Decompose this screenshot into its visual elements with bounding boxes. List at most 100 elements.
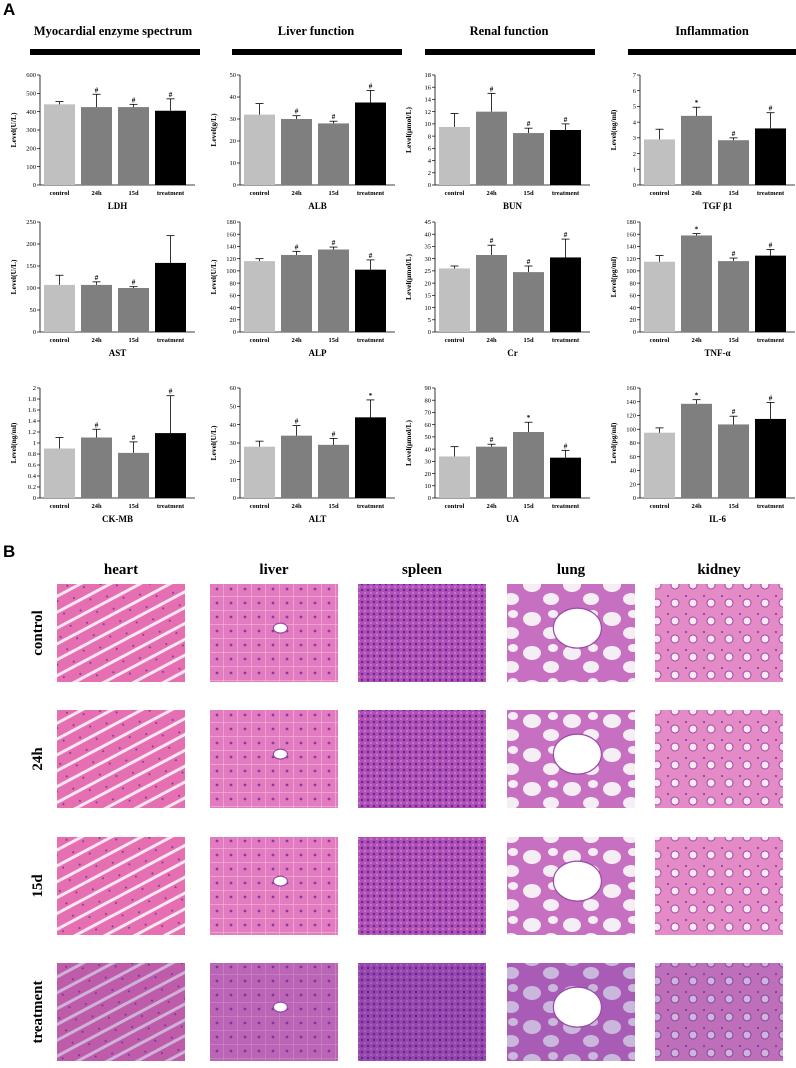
bar-control: [244, 446, 275, 498]
significance-mark: #: [732, 250, 736, 258]
y-tick-label: 30: [425, 459, 432, 466]
y-tick-label: 140: [226, 244, 236, 251]
tissue-texture: [57, 584, 185, 682]
significance-mark: #: [295, 108, 299, 116]
x-axis-label: ALB: [308, 201, 327, 211]
x-axis-label: CK-MB: [102, 514, 133, 524]
y-tick-label: 3: [633, 135, 636, 142]
y-axis-label: Level(μmol/L): [404, 420, 413, 466]
y-tick-label: 400: [26, 109, 36, 116]
row-header-control: control: [30, 610, 46, 656]
column-header-heart: heart: [104, 562, 138, 578]
bar-control: [644, 139, 675, 185]
y-tick-label: 60: [230, 385, 237, 392]
x-tick-label: 15d: [523, 503, 534, 510]
y-tick-label: 4: [428, 158, 432, 165]
y-tick-label: 0: [33, 329, 36, 336]
y-axis-label: Level(U/L): [209, 259, 218, 294]
x-axis-label: BUN: [503, 201, 523, 211]
x-tick-label: 24h: [291, 190, 302, 197]
bar-24h: [281, 255, 312, 332]
vessel-lumen: [272, 748, 288, 760]
y-tick-label: 20: [425, 280, 432, 287]
y-tick-label: 100: [26, 285, 36, 292]
histology-image-heart-15d: [57, 837, 185, 935]
x-tick-label: treatment: [552, 503, 580, 510]
bar-control: [44, 448, 75, 498]
vessel-lumen: [272, 875, 288, 887]
bar-24h: [681, 235, 712, 332]
y-tick-label: 90: [425, 385, 432, 392]
histology-image-lung-24h: [507, 710, 635, 808]
y-tick-label: 300: [26, 127, 36, 134]
y-tick-label: 0: [428, 329, 431, 336]
bar-control: [244, 114, 275, 185]
section-title-myocardial: Myocardial enzyme spectrum: [34, 24, 193, 38]
histology-image-liver-15d: [210, 837, 338, 935]
y-tick-label: 0.6: [28, 462, 37, 469]
y-tick-label: 10: [230, 477, 237, 484]
y-tick-label: 250: [26, 219, 36, 226]
y-tick-label: 45: [425, 219, 432, 226]
significance-mark: #: [527, 120, 531, 128]
significance-mark: #: [490, 237, 494, 245]
y-tick-label: 35: [425, 244, 432, 251]
x-tick-label: control: [50, 337, 70, 344]
y-tick-label: 0: [233, 495, 236, 502]
bar-24h: [681, 403, 712, 498]
x-tick-label: 24h: [91, 190, 102, 197]
y-tick-label: 16: [425, 84, 432, 91]
significance-mark: #: [332, 113, 336, 121]
bar-chart-tnf-: 0 20 40 60 80 100 120 140 160 180 Level(pg/ml) cont…: [609, 219, 795, 358]
x-tick-label: 15d: [728, 503, 739, 510]
y-tick-label: 40: [230, 94, 237, 101]
tissue-texture: [210, 963, 338, 1061]
histology-image-heart-24h: [57, 710, 185, 808]
x-tick-label: 24h: [486, 503, 497, 510]
section-title-renal: Renal function: [470, 24, 549, 38]
x-tick-label: 24h: [486, 337, 497, 344]
bar-15d: [318, 444, 349, 498]
tissue-texture: [210, 837, 338, 935]
x-tick-label: 24h: [91, 503, 102, 510]
x-tick-label: 15d: [523, 337, 534, 344]
vessel-lumen: [272, 1001, 288, 1013]
y-tick-label: 120: [626, 256, 636, 263]
y-tick-label: 600: [26, 72, 36, 79]
x-tick-label: treatment: [757, 190, 785, 197]
bar-control: [644, 432, 675, 498]
bar-control: [244, 261, 275, 332]
bar-chart-tgf-1: 0 1 2 3 4 5 6 7 Level(ng/ml) control * 24h #15d # trea…: [609, 72, 795, 211]
significance-mark: #: [564, 231, 568, 239]
y-tick-label: 0.4: [28, 473, 37, 480]
histology-image-liver-24h: [210, 710, 338, 808]
y-tick-label: 30: [425, 256, 432, 263]
bar-24h: [281, 435, 312, 498]
tissue-texture: [655, 710, 783, 808]
y-axis-label: Level(μmol/L): [404, 107, 413, 153]
significance-mark: #: [769, 242, 773, 250]
x-tick-label: 24h: [91, 337, 102, 344]
bar-treatment: [155, 262, 186, 332]
y-tick-label: 7: [633, 72, 637, 79]
y-tick-label: 50: [230, 404, 237, 411]
bar-15d: [718, 261, 749, 332]
x-tick-label: 15d: [128, 503, 139, 510]
y-tick-label: 4: [633, 119, 637, 126]
y-tick-label: 30: [230, 116, 237, 123]
tissue-texture: [655, 584, 783, 682]
y-tick-label: 100: [626, 426, 636, 433]
bar-15d: [118, 107, 149, 185]
histology-image-liver-treatment: [210, 963, 338, 1061]
significance-mark: #: [564, 116, 568, 124]
x-tick-label: 15d: [328, 503, 339, 510]
y-tick-label: 200: [26, 146, 36, 153]
y-tick-label: 40: [425, 231, 432, 238]
bar-control: [644, 261, 675, 332]
y-tick-label: 20: [230, 459, 237, 466]
y-tick-label: 10: [230, 160, 237, 167]
bar-control: [44, 284, 75, 332]
x-tick-label: control: [50, 503, 70, 510]
x-tick-label: control: [650, 503, 670, 510]
y-tick-label: 80: [425, 397, 432, 404]
